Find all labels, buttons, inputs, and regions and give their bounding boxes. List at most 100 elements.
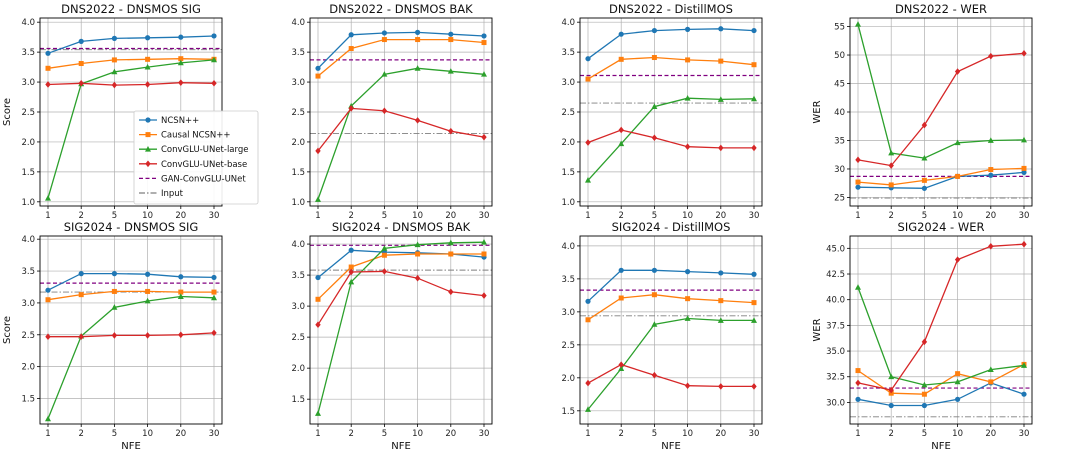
data-point: [45, 195, 51, 201]
data-point: [211, 289, 217, 295]
legend-label: ConvGLU-UNet-base: [161, 160, 247, 170]
data-point: [618, 56, 624, 62]
x-tick-label: 5: [652, 429, 657, 439]
x-tick-label: 2: [888, 211, 893, 221]
x-tick-label: 30: [1019, 429, 1030, 439]
x-tick-label: 2: [618, 211, 623, 221]
x-tick-label: 1: [45, 211, 50, 221]
x-tick-label: 2: [618, 429, 623, 439]
axes-frame: [849, 17, 1033, 207]
data-point: [921, 154, 928, 161]
x-axis-label: NFE: [121, 441, 141, 451]
x-tick-label: 10: [412, 211, 423, 221]
data-point: [855, 184, 861, 190]
y-tick-label: 2.5: [21, 331, 35, 341]
data-point: [921, 391, 927, 397]
data-point: [414, 117, 421, 124]
y-tick-label: 2.0: [291, 138, 305, 148]
x-tick-label: 5: [922, 429, 927, 439]
series-line: [47, 59, 215, 199]
data-point: [348, 32, 354, 38]
data-point: [448, 37, 454, 43]
x-tick-label: 2: [348, 211, 353, 221]
panel-dns2022-distillmos: DNS2022 - DistillMOS 1.0 1.5 2.0 2.5 3.0 3.5 4.…: [561, 2, 763, 221]
data-point: [447, 239, 454, 246]
data-point: [921, 121, 928, 129]
series-causal-ncsn-pp: [855, 361, 1027, 397]
data-point: [481, 71, 487, 77]
data-point: [585, 406, 591, 412]
data-point: [651, 292, 657, 298]
legend-marker: [145, 146, 151, 152]
x-tick-label: 20: [445, 429, 456, 439]
data-point: [685, 26, 691, 32]
data-point: [1021, 240, 1027, 248]
panel-title: SIG2024 - DNSMOS BAK: [332, 220, 471, 234]
data-point: [954, 68, 961, 75]
x-tick-label: 30: [209, 429, 220, 439]
data-point: [111, 332, 118, 339]
data-point: [414, 241, 421, 248]
data-point: [718, 383, 724, 390]
data-point: [855, 396, 861, 402]
data-point: [111, 57, 117, 63]
data-point: [651, 27, 658, 34]
y-tick-label: 40.0: [826, 296, 845, 306]
legend-item-convglu-unet-base: ConvGLU-UNet-base: [139, 160, 247, 170]
y-tick-label: 1.5: [21, 395, 35, 405]
panel-sig2024-distillmos: SIG2024 - DistillMOS 1.5 2.0 2.5 3.0 3.5 4.0 1 2…: [561, 220, 763, 451]
data-point: [178, 34, 184, 40]
data-point: [585, 317, 591, 323]
data-point: [177, 293, 184, 299]
y-tick-label: 2.0: [291, 364, 305, 374]
data-point: [178, 56, 184, 62]
data-point: [955, 371, 961, 377]
series-convglu-unet-base: [855, 50, 1027, 169]
data-point: [717, 96, 724, 102]
data-point: [178, 79, 184, 86]
data-point: [481, 251, 487, 257]
data-point: [315, 274, 321, 281]
legend-label: ConvGLU-UNet-large: [161, 145, 249, 155]
series-causal-ncsn-pp: [315, 251, 487, 302]
data-point: [585, 298, 591, 304]
y-tick-label: 4.0: [21, 18, 35, 28]
x-tick-label: 1: [45, 429, 50, 439]
data-point: [448, 31, 454, 37]
panel-dns2022-dnsmos-sig: DNS2022 - DNSMOS SIG 1.0 1.5 2.0 2.5 3.0 3.5 4.…: [2, 2, 259, 221]
y-axis-label: Score: [2, 98, 13, 126]
data-point: [178, 289, 184, 295]
data-point: [481, 133, 487, 141]
x-tick-label: 1: [315, 211, 320, 221]
data-point: [145, 56, 151, 62]
data-point: [988, 172, 994, 178]
y-tick-label: 3.5: [291, 271, 305, 281]
data-point: [988, 167, 994, 173]
data-point: [78, 79, 84, 87]
axes-frame: [39, 235, 223, 425]
panel-dns2022-dnsmos-bak: DNS2022 - DNSMOS BAK 1.0 1.5 2.0 2.5 3.0 3.5 4.…: [291, 2, 493, 221]
y-tick-label: 3.5: [561, 48, 575, 58]
panel-title: SIG2024 - DNSMOS SIG: [64, 220, 199, 234]
data-point: [651, 134, 658, 142]
data-point: [954, 256, 961, 263]
y-tick-label: 25: [834, 193, 845, 203]
data-point: [381, 252, 387, 258]
x-tick-label: 20: [715, 211, 726, 221]
x-tick-label: 5: [112, 429, 117, 439]
x-axis-label: NFE: [391, 441, 411, 451]
y-tick-label: 2.0: [561, 374, 575, 384]
y-tick-label: 32.5: [826, 373, 845, 383]
series-ncsn-pp: [45, 271, 217, 293]
series-causal-ncsn-pp: [585, 292, 757, 323]
data-point: [718, 270, 724, 276]
data-point: [1021, 391, 1027, 397]
legend-box: [133, 110, 259, 205]
data-point: [651, 321, 658, 327]
data-point: [415, 251, 421, 257]
data-point: [315, 296, 321, 302]
data-point: [78, 333, 84, 340]
panel-sig2024-dnsmos-bak: SIG2024 - DNSMOS BAK 1.5 2.0 2.5 3.0 3.5 4.0 1 2…: [291, 220, 493, 451]
data-point: [111, 288, 117, 294]
legend-item-gan-convglu-unet: GAN-ConvGLU-UNet: [139, 174, 246, 184]
